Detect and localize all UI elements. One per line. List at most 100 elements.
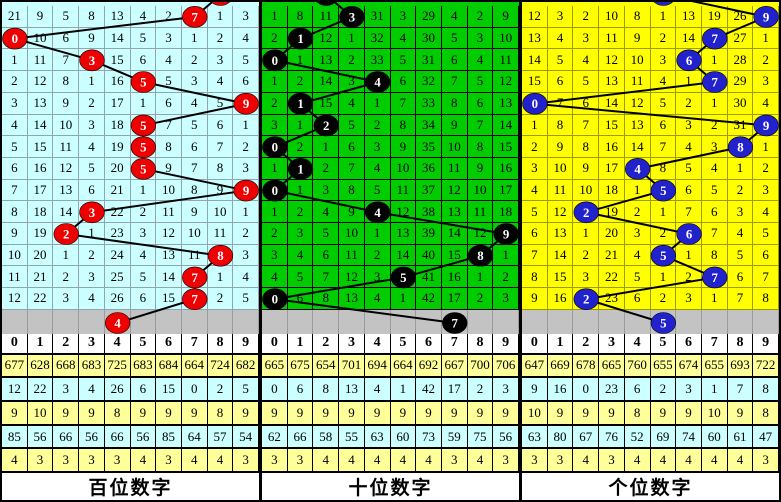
trend-cell: 3 <box>676 288 702 310</box>
stats-cell: 9 <box>53 402 80 424</box>
trend-cell: 9 <box>390 136 417 158</box>
stats-cell: 76 <box>599 425 625 448</box>
trend-cell <box>650 244 677 267</box>
trend-cell <box>313 114 340 137</box>
stats-cell: 9 <box>676 402 702 424</box>
trend-cell: 4 <box>287 244 314 267</box>
trend-cell: 4 <box>753 201 779 224</box>
trend-cell: 2 <box>650 27 677 50</box>
trend-cell: 3 <box>676 114 702 137</box>
trend-cell: 8 <box>390 114 417 137</box>
trend-cell: 6 <box>624 288 651 310</box>
stats-row-2: 12 22 3 4 26 6 15 0 2 5 <box>2 378 259 402</box>
trend-cell: 2 <box>701 114 728 137</box>
trend-cell <box>287 92 314 115</box>
panel-hundreds: 21 9 5 8 13 4 2 1 3 10 6 9 14 5 3 1 2 4 1 11 7 15 6 4 2 3 5 2 12 8 1 16… <box>2 2 259 501</box>
stats-cell: 3 <box>53 449 80 472</box>
stats-cell: 62 <box>262 425 288 448</box>
trend-cell: 9 <box>207 179 234 202</box>
stats-cell: 52 <box>625 425 651 448</box>
trend-cell: 6 <box>467 92 494 115</box>
trend-cell <box>364 71 391 93</box>
trend-cell: 1 <box>522 114 548 137</box>
trend-cell: 9 <box>53 92 80 115</box>
stats-cell: 56 <box>131 425 157 448</box>
trend-cell: 5 <box>233 288 259 310</box>
stats-cell: 85 <box>2 425 28 448</box>
trend-cell <box>650 179 677 202</box>
trend-cell: 2 <box>676 92 702 115</box>
stats-cell: 706 <box>493 354 519 377</box>
trend-cell: 4 <box>522 179 548 202</box>
trend-cell: 2 <box>339 49 365 72</box>
trend-cell: 7 <box>2 179 28 202</box>
trend-grid-units: 12 3 2 10 8 1 13 19 26 13 4 3 11 9 2 14 27 1 14 5 4 12 10 3 1 28 2… <box>522 6 779 310</box>
trend-cell: 7 <box>573 114 600 137</box>
trend-cell: 1 <box>676 244 702 267</box>
trend-cell: 33 <box>416 92 442 115</box>
trend-cell: 7 <box>467 114 494 137</box>
trend-cell: 4 <box>573 49 600 72</box>
trend-cell: 10 <box>27 27 54 50</box>
stats-cell: 4 <box>573 449 600 472</box>
pending-cell <box>468 310 494 334</box>
trend-cell <box>233 92 259 115</box>
trend-cell: 12 <box>493 71 519 93</box>
trend-cell: 9 <box>441 114 468 137</box>
stats-cell: 655 <box>651 354 677 377</box>
stats-cell: 60 <box>702 425 728 448</box>
trend-cell: 17 <box>599 157 625 180</box>
trend-cell: 13 <box>676 6 702 28</box>
trend-cell: 6 <box>676 179 702 202</box>
trend-cell: 1 <box>701 92 728 115</box>
trend-cell: 19 <box>701 6 728 28</box>
stats-row-1: 647 669 678 665 760 655 674 655 693 722 <box>522 354 779 379</box>
stats-cell: 3 <box>288 449 314 472</box>
trend-cell: 4 <box>701 157 728 180</box>
trend-cell: 3 <box>79 114 105 137</box>
trend-cell: 5 <box>233 49 259 72</box>
trend-cell: 14 <box>676 27 702 50</box>
trend-cell: 3 <box>339 71 365 93</box>
pending-cell <box>522 310 548 334</box>
trend-cell: 11 <box>156 201 182 224</box>
trend-cell: 14 <box>599 92 625 115</box>
trend-cell <box>262 49 288 72</box>
trend-cell: 38 <box>416 201 442 224</box>
stats-cell: 760 <box>625 354 651 377</box>
trend-cell: 8 <box>467 136 494 158</box>
trend-cell: 10 <box>390 157 417 180</box>
trend-cell: 33 <box>364 49 391 72</box>
pending-cell <box>262 310 288 334</box>
stats-cell: 59 <box>442 425 468 448</box>
pending-cell <box>53 310 80 334</box>
trend-cell <box>287 157 314 180</box>
trend-cell: 18 <box>493 201 519 224</box>
trend-cell: 14 <box>313 71 340 93</box>
trend-cell <box>676 49 702 72</box>
trend-cell: 14 <box>547 244 574 267</box>
trend-cell: 4 <box>390 27 417 50</box>
trend-cell: 11 <box>339 244 365 267</box>
stats-row-1: 677 628 668 683 725 683 684 664 724 682 <box>2 354 259 379</box>
trend-cell: 1 <box>79 71 105 93</box>
digit-header-cell: 7 <box>442 333 468 353</box>
trend-cell: 15 <box>27 136 54 158</box>
trend-cell: 3 <box>130 223 157 245</box>
trend-cell: 11 <box>181 244 208 267</box>
trend-cell: 12 <box>390 201 417 224</box>
trend-cell: 8 <box>339 179 365 202</box>
stats-cell: 669 <box>548 354 574 377</box>
stats-cell: 69 <box>651 425 677 448</box>
trend-cell: 8 <box>753 288 779 310</box>
trend-cell: 2 <box>262 223 288 245</box>
trend-cell: 5 <box>339 114 365 137</box>
trend-cell <box>676 223 702 245</box>
trend-cell: 3 <box>156 27 182 50</box>
trend-cell: 18 <box>599 179 625 202</box>
digit-header-cell: 4 <box>105 333 131 353</box>
trend-cell: 3 <box>727 201 754 224</box>
trend-cell: 1 <box>233 114 259 137</box>
trend-cell: 6 <box>79 179 105 202</box>
